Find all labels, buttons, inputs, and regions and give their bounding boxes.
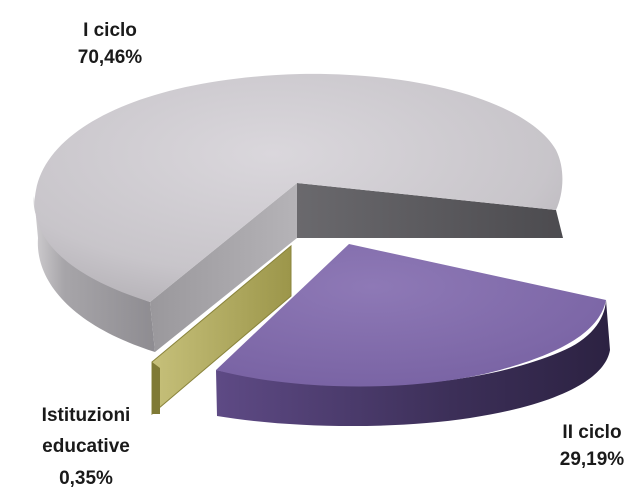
label-istituzioni-educative-value: 0,35% [59,468,113,489]
slice-istituzioni-educative-edge [152,362,160,414]
slice-i-ciclo-side [33,196,156,352]
slice-i-ciclo [33,73,563,352]
label-ii-ciclo: II ciclo 29,19% [560,422,625,470]
slice-i-ciclo-top [34,73,563,302]
label-istituzioni-educative-category-line2: educative [42,436,130,457]
slice-i-ciclo-inner-wall [297,183,563,238]
label-i-ciclo: I ciclo 70,46% [78,20,143,68]
label-i-ciclo-category: I ciclo [83,20,137,41]
label-istituzioni-educative: Istituzioni educative 0,35% [42,405,131,489]
label-ii-ciclo-category: II ciclo [562,422,621,443]
slice-ii-ciclo-side [216,300,610,427]
slice-ii-ciclo [216,244,610,427]
slice-ii-ciclo-top [216,244,606,387]
label-istituzioni-educative-category-line1: Istituzioni [42,405,131,426]
label-ii-ciclo-value: 29,19% [560,449,625,470]
slice-i-ciclo-cut-face [150,183,297,352]
slice-istituzioni-educative [151,244,292,416]
label-i-ciclo-value: 70,46% [78,47,143,68]
